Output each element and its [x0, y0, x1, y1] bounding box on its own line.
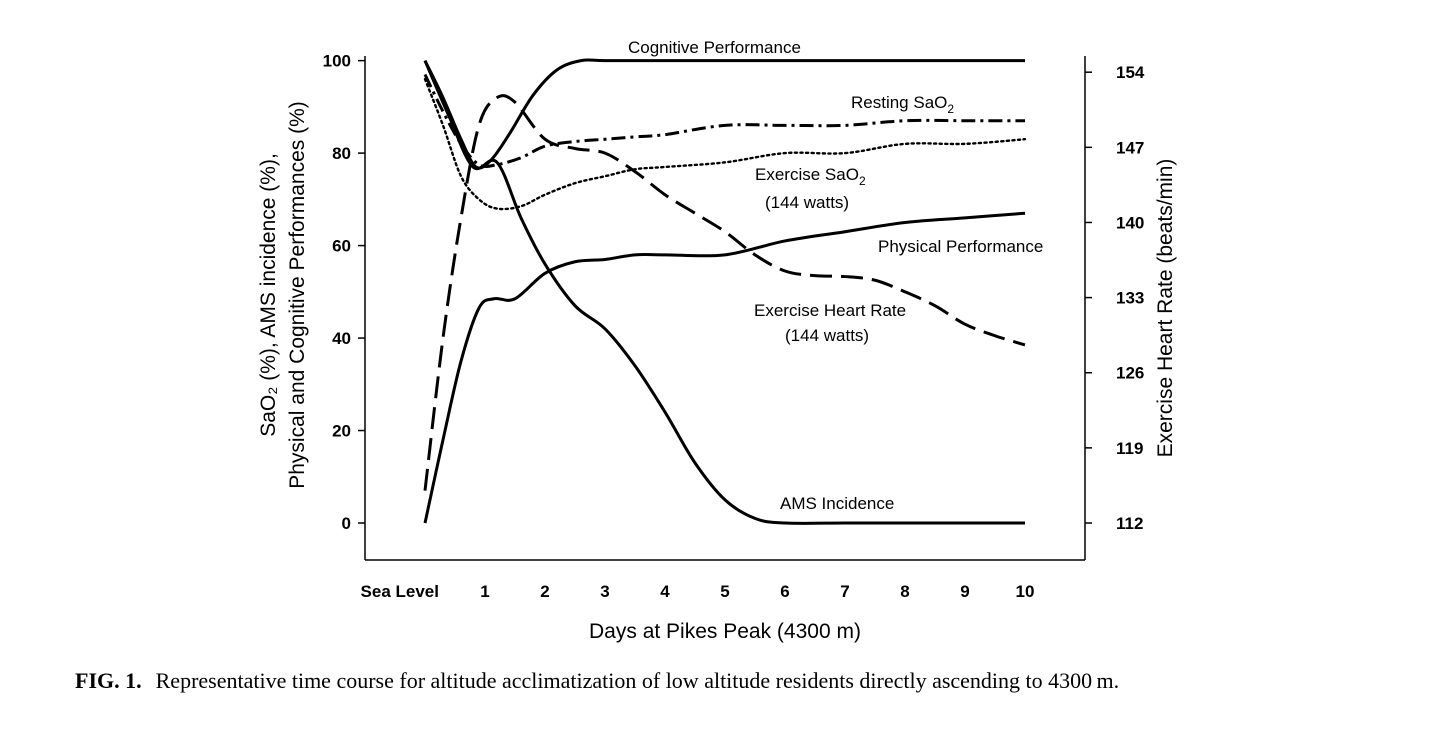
y-right-tick-label: 126 [1116, 364, 1144, 383]
y-left-tick-label: 20 [332, 422, 351, 441]
label-resting-sao2: Resting SaO2 [851, 93, 954, 116]
y-right-tick-label: 147 [1116, 138, 1144, 157]
axes [364, 56, 1086, 561]
x-tick-label: 10 [1016, 582, 1035, 601]
x-tick-label: Sea Level [361, 582, 439, 601]
label-resting-sao2-sub: 2 [947, 102, 954, 116]
series-line-physical-performance [423, 211, 1026, 524]
y-right-tick-label: 112 [1116, 514, 1143, 533]
x-tick-label: 8 [900, 582, 909, 601]
series-line-ams-incidence [423, 60, 1025, 525]
x-tick-label: 2 [540, 582, 549, 601]
y-left-tick-label: 40 [332, 329, 351, 348]
left-axis-title-line1: SaO₂ (%), AMS incidence (%), [257, 153, 280, 437]
figure-caption-text: Representative time course for altitude … [155, 668, 1120, 693]
label-exercise-sao2-main: Exercise SaO [755, 165, 859, 184]
x-tick-label: 4 [660, 582, 670, 601]
y-left-tick-label: 80 [332, 144, 351, 163]
right-axis-title: Exercise Heart Rate (beats/min) [1154, 159, 1177, 458]
label-exercise-heart-rate-watts: (144 watts) [785, 326, 869, 345]
label-exercise-sao2-watts: (144 watts) [765, 193, 849, 212]
label-exercise-sao2: Exercise SaO2 [755, 165, 866, 188]
label-ams-incidence: AMS Incidence [780, 494, 894, 513]
label-exercise-heart-rate: Exercise Heart Rate [754, 301, 906, 320]
y-right-tick-label: 133 [1116, 289, 1144, 308]
y-left-tick-label: 100 [323, 52, 351, 71]
label-exercise-sao2-sub: 2 [859, 174, 866, 188]
series-line-cognitive-performance [423, 58, 1025, 170]
label-cognitive-performance: Cognitive Performance [628, 38, 801, 57]
x-tick-label: 6 [780, 582, 789, 601]
y-left-tick-label: 60 [332, 237, 351, 256]
series-line-exercise-sao-144-watts [423, 77, 1027, 211]
x-tick-label: 7 [840, 582, 849, 601]
series-layer [423, 58, 1027, 525]
y-left-tick-label: 0 [342, 514, 351, 533]
x-tick-label: 9 [960, 582, 969, 601]
figure-caption-label: FIG. 1. [75, 668, 142, 693]
label-physical-performance: Physical Performance [878, 237, 1043, 256]
x-tick-label: 5 [720, 582, 729, 601]
left-axis-title-line2: Physical and Cognitive Performances (%) [286, 101, 309, 489]
series-line-exercise-heart-rate-144-watts [423, 94, 1026, 491]
x-tick-label: 1 [480, 582, 489, 601]
x-tick-label: 3 [600, 582, 609, 601]
figure-caption: FIG. 1. Representative time course for al… [75, 668, 1415, 694]
y-right-tick-label: 154 [1116, 63, 1145, 82]
y-right-tick-label: 140 [1116, 213, 1144, 232]
label-resting-sao2-main: Resting SaO [851, 93, 947, 112]
left-axis-title: SaO₂ (%), AMS incidence (%), Physical an… [257, 101, 309, 489]
series-line-resting-sao [423, 73, 1025, 168]
y-right-tick-label: 119 [1116, 439, 1143, 458]
x-axis-title: Days at Pikes Peak (4300 m) [589, 620, 861, 643]
